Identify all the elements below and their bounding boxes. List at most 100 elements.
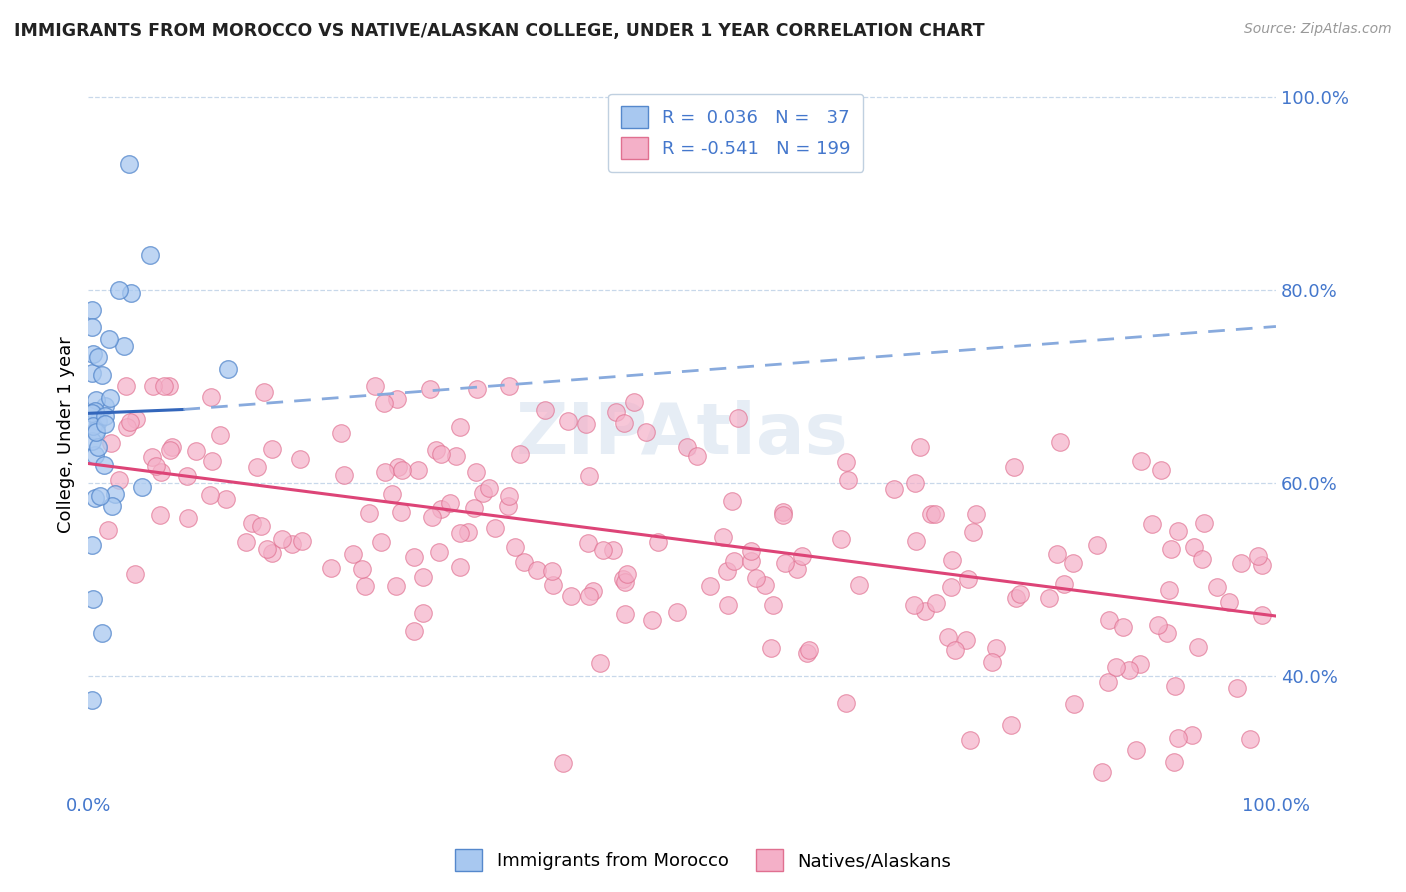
Point [389,505,412,519]
Point [108,283,131,297]
Point [120,285,142,300]
Point [118,157,141,171]
Point [449,560,471,574]
Point [908,440,931,454]
Point [883,482,905,496]
Point [592,542,614,557]
Point [471,486,494,500]
Point [1247,549,1270,563]
Point [1091,765,1114,780]
Point [186,444,208,458]
Point [675,440,697,454]
Point [464,465,486,479]
Point [623,394,645,409]
Point [83,404,105,418]
Point [80,366,103,380]
Point [465,382,488,396]
Point [509,447,531,461]
Point [82,418,104,433]
Point [114,379,136,393]
Point [1105,660,1128,674]
Point [723,554,745,568]
Point [200,390,222,404]
Point [84,448,107,462]
Point [281,537,304,551]
Point [342,547,364,561]
Point [256,541,278,556]
Point [711,530,734,544]
Point [759,640,782,655]
Point [526,563,548,577]
Point [446,449,468,463]
Point [91,626,114,640]
Point [1181,728,1204,742]
Point [1002,460,1025,475]
Point [965,508,987,522]
Point [387,459,409,474]
Point [404,624,426,638]
Point [430,447,453,461]
Point [87,413,110,427]
Point [955,633,977,648]
Point [980,655,1002,669]
Point [215,491,238,506]
Point [1085,538,1108,552]
Point [235,535,257,549]
Point [578,468,600,483]
Point [262,546,284,560]
Point [1098,614,1121,628]
Point [773,556,796,570]
Point [82,538,104,552]
Point [1063,697,1085,711]
Point [112,339,135,353]
Point [512,555,534,569]
Point [115,420,138,434]
Point [1239,732,1261,747]
Point [94,409,117,423]
Point [541,564,564,578]
Point [419,382,441,396]
Point [364,379,387,393]
Point [1052,577,1074,591]
Point [1191,551,1213,566]
Point [93,458,115,472]
Point [641,613,664,627]
Point [920,507,942,521]
Point [141,450,163,465]
Point [613,575,636,590]
Point [1010,587,1032,601]
Point [478,481,501,495]
Point [834,455,856,469]
Point [149,508,172,523]
Point [100,391,122,405]
Point [612,573,634,587]
Point [943,642,966,657]
Point [904,475,927,490]
Point [903,598,925,612]
Point [217,361,239,376]
Point [986,640,1008,655]
Point [101,500,124,514]
Point [359,507,381,521]
Point [87,351,110,365]
Point [576,536,599,550]
Point [790,549,813,563]
Point [914,603,936,617]
Point [240,516,263,530]
Point [796,646,818,660]
Point [717,598,740,612]
Point [124,567,146,582]
Point [84,393,107,408]
Point [830,532,852,546]
Point [84,423,107,437]
Point [1142,517,1164,532]
Point [350,561,373,575]
Point [260,442,283,457]
Point [97,523,120,537]
Point [145,459,167,474]
Point [93,399,115,413]
Point [1000,718,1022,732]
Point [582,583,605,598]
Point [162,440,184,454]
Point [1005,591,1028,605]
